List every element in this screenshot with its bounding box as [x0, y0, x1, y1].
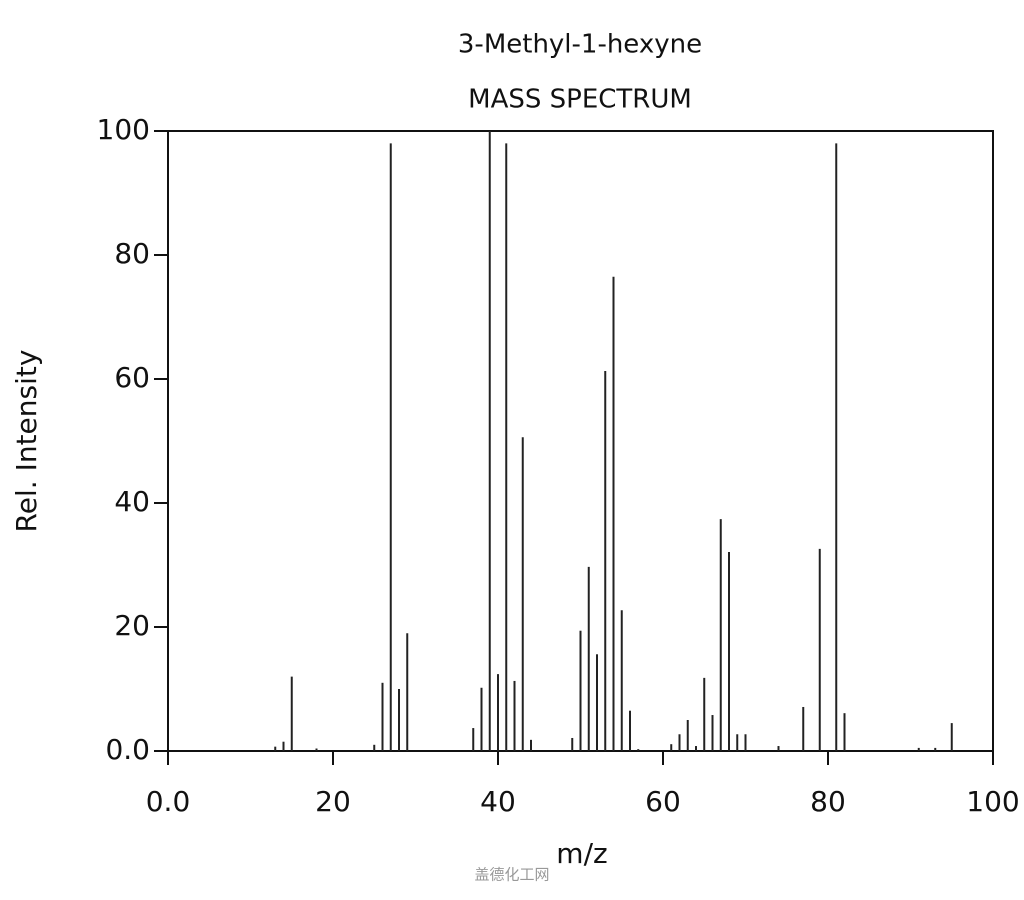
y-tick-label: 80 [114, 237, 150, 270]
x-tick-label: 80 [810, 785, 846, 818]
y-tick-label: 20 [114, 609, 150, 642]
x-tick-label: 60 [645, 785, 681, 818]
x-tick-label: 0.0 [146, 785, 191, 818]
x-axis-label: m/z [556, 837, 607, 870]
x-tick-label: 100 [966, 785, 1019, 818]
x-tick-label: 40 [480, 785, 516, 818]
y-tick-label: 0.0 [105, 733, 150, 766]
chart-title: 3-Methyl-1-hexyne [458, 30, 702, 60]
x-tick-label: 20 [315, 785, 351, 818]
y-tick-label: 60 [114, 361, 150, 394]
y-tick-label: 100 [97, 113, 150, 146]
y-tick-label: 40 [114, 485, 150, 518]
watermark: 盖德化工网 [474, 866, 549, 884]
y-axis-label: Rel. Intensity [10, 350, 43, 533]
chart-subtitle: MASS SPECTRUM [468, 85, 692, 115]
